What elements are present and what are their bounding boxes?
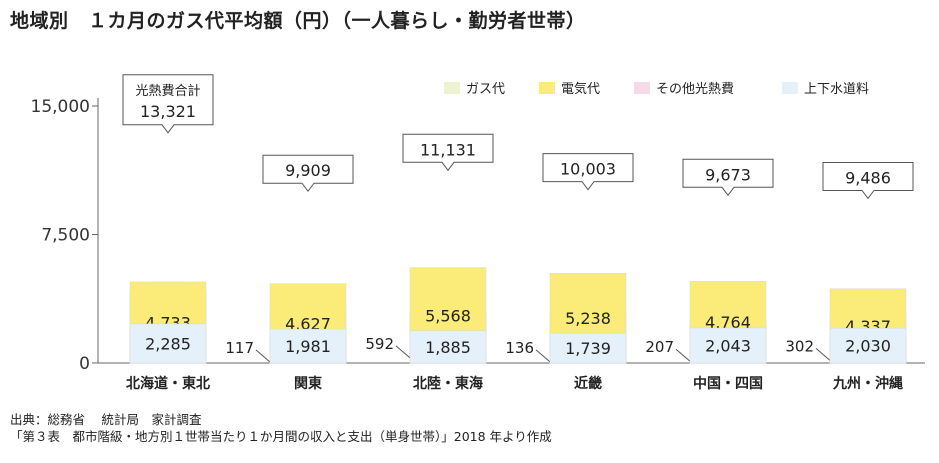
leader-line <box>535 349 551 363</box>
total-callout-box <box>402 133 494 172</box>
data-label-other-energy: 207 <box>645 338 674 356</box>
legend-label-water: 上下水道料 <box>804 82 870 97</box>
legend-label-other-energy: その他光熱費 <box>656 82 735 97</box>
y-tick-label: 15,000 <box>31 97 90 117</box>
source-line-1: 出典：総務省 統計局 家計調査 <box>10 412 202 427</box>
legend-label-gas: ガス代 <box>466 82 506 97</box>
x-tick-label: 中国・四国 <box>693 375 763 392</box>
bar-segment-water <box>689 327 767 364</box>
x-tick-label: 北陸・東海 <box>413 375 483 392</box>
leader-line <box>255 349 271 363</box>
total-callout-value: 9,909 <box>285 161 331 180</box>
data-label-water: 2,030 <box>845 337 891 356</box>
data-label-electricity: 4,627 <box>285 314 331 333</box>
source-line-2: 「第３表 都市階級・地方別１世帯当たり１か月間の収入と支出（単身世帯）」2018… <box>10 429 552 444</box>
y-tick-label: 0 <box>79 354 90 374</box>
x-tick-label: 北海道・東北 <box>126 375 210 392</box>
legend-item-other-energy: その他光熱費 <box>634 78 734 97</box>
chart-title: 地域別 １カ月のガス代平均額（円）（一人暮らし・勤労者世帯） <box>10 10 586 32</box>
x-tick-label: 関東 <box>294 375 322 392</box>
total-callout-box <box>122 74 214 134</box>
data-label-water: 1,739 <box>565 339 611 358</box>
x-tick-label: 九州・沖縄 <box>832 375 903 392</box>
data-label-other-energy: 592 <box>365 335 394 353</box>
leader-line <box>675 348 691 362</box>
total-callout-value: 10,003 <box>560 160 616 179</box>
bar-segment-water <box>269 328 347 364</box>
data-label-other-energy: 136 <box>505 339 534 357</box>
y-tick-label: 7,500 <box>41 226 90 246</box>
bar-segment-water <box>549 332 627 364</box>
total-callout-box <box>682 158 774 197</box>
legend-item-electricity: 電気代 <box>539 78 600 97</box>
data-label-other-energy: 302 <box>785 337 814 355</box>
bar-segment-water <box>409 330 487 364</box>
data-label-water: 1,981 <box>285 337 331 356</box>
data-label-electricity: 4,764 <box>705 313 751 332</box>
x-tick-label: 近畿 <box>574 375 602 392</box>
legend-item-gas: ガス代 <box>444 78 505 97</box>
leader-line <box>395 345 411 359</box>
legend-swatch-gas <box>444 81 460 94</box>
legend-label-electricity: 電気代 <box>561 82 601 97</box>
data-label-electricity: 5,568 <box>425 306 471 325</box>
total-callout-value: 9,673 <box>705 165 751 184</box>
leader-line <box>815 348 831 361</box>
bar-segment-water <box>129 323 207 364</box>
total-callout-value: 13,321 <box>140 102 196 121</box>
legend-swatch-other-energy <box>634 81 650 94</box>
source-note: 出典：総務省 統計局 家計調査 「第３表 都市階級・地方別１世帯当たり１か月間の… <box>10 411 552 445</box>
data-label-other-energy: 117 <box>225 339 254 357</box>
legend-swatch-water <box>782 81 798 94</box>
total-callout-box <box>542 153 634 191</box>
total-callout-value: 9,486 <box>845 168 891 187</box>
data-label-water: 2,043 <box>705 336 751 355</box>
data-label-water: 1,885 <box>425 338 471 357</box>
data-label-electricity: 5,238 <box>565 309 611 328</box>
total-callout-value: 11,131 <box>420 140 476 159</box>
legend-swatch-electricity <box>539 81 555 94</box>
total-callout-box <box>822 161 914 200</box>
total-callout-caption: 光熱費合計 <box>135 83 200 99</box>
total-callout-box <box>262 154 354 193</box>
bar-segment-water <box>829 327 907 364</box>
data-label-water: 2,285 <box>145 334 191 353</box>
legend-item-water: 上下水道料 <box>782 78 869 97</box>
